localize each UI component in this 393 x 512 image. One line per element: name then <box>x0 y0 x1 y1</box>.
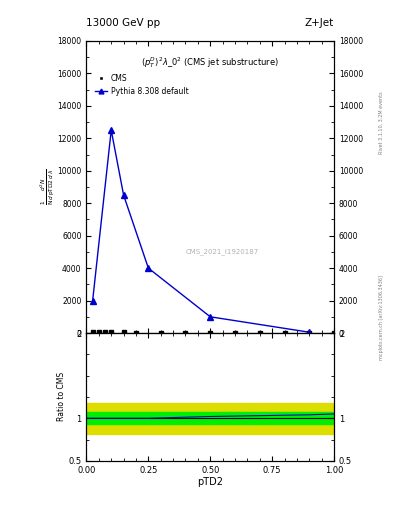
Bar <box>86 403 334 434</box>
Text: Z+Jet: Z+Jet <box>305 18 334 28</box>
Text: Rivet 3.1.10, 3.2M events: Rivet 3.1.10, 3.2M events <box>379 92 384 154</box>
Legend: CMS, Pythia 8.308 default: CMS, Pythia 8.308 default <box>95 74 188 96</box>
Text: CMS_2021_I1920187: CMS_2021_I1920187 <box>186 248 259 254</box>
Text: mcplots.cern.ch [arXiv:1306.3436]: mcplots.cern.ch [arXiv:1306.3436] <box>379 275 384 360</box>
Y-axis label: $\frac{1}{\mathrm{N}}\frac{d^2N}{d\,\mathrm{pTD2}\,d\,\lambda}$: $\frac{1}{\mathrm{N}}\frac{d^2N}{d\,\mat… <box>38 168 56 205</box>
X-axis label: pTD2: pTD2 <box>197 477 223 487</box>
Text: $(p_T^D)^2\lambda\_0^2$ (CMS jet substructure): $(p_T^D)^2\lambda\_0^2$ (CMS jet substru… <box>141 56 279 71</box>
Y-axis label: Ratio to CMS: Ratio to CMS <box>57 372 66 421</box>
Bar <box>86 412 334 424</box>
Text: 13000 GeV pp: 13000 GeV pp <box>86 18 161 28</box>
